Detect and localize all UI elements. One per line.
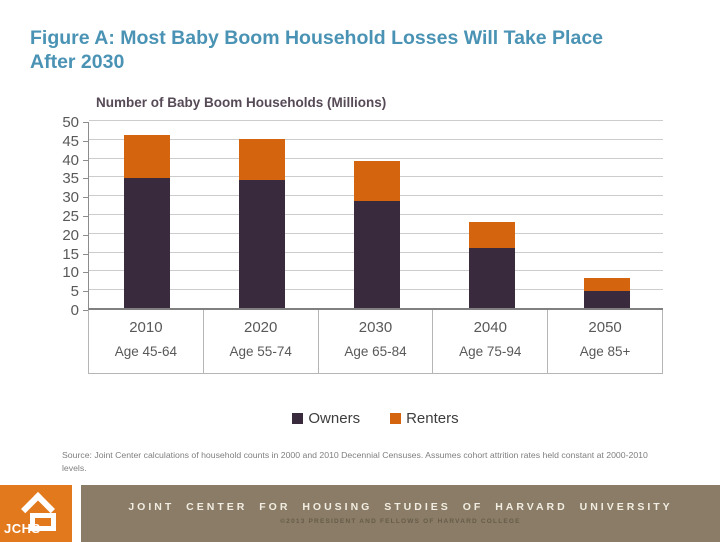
bar-segment-owners-2040 xyxy=(468,247,515,308)
figure-title: Figure A: Most Baby Boom Household Losse… xyxy=(30,27,604,73)
bar-segment-owners-2020 xyxy=(238,180,285,308)
x-age-label: Age 85+ xyxy=(579,344,631,359)
gridline-50 xyxy=(89,120,663,121)
jchs-logo: JCHS xyxy=(0,485,72,542)
y-tick-label-10: 10 xyxy=(62,264,79,282)
y-tick-mark-50 xyxy=(83,122,88,123)
footer: JCHS JOINT CENTER FOR HOUSING STUDIES OF… xyxy=(0,485,720,542)
x-year-label: 2020 xyxy=(244,319,278,336)
legend-label-renters: Renters xyxy=(406,410,459,427)
chart-title: Number of Baby Boom Households (Millions… xyxy=(96,95,387,110)
x-age-label: Age 45-64 xyxy=(114,344,178,359)
footer-copyright: ©2013 PRESIDENT AND FELLOWS OF HARVARD C… xyxy=(280,518,521,525)
bar-segment-owners-2010 xyxy=(123,178,170,308)
x-category-2030: 2030 Age 65-84 xyxy=(319,310,434,373)
y-tick-label-20: 20 xyxy=(62,226,79,244)
legend-item-owners: Owners xyxy=(292,410,360,427)
bar-2030 xyxy=(353,161,400,308)
y-tick-mark-30 xyxy=(83,197,88,199)
legend-swatch-owners xyxy=(292,413,304,424)
plot-area xyxy=(88,120,663,310)
bar-segment-renters-2020 xyxy=(238,138,285,181)
legend-item-renters: Renters xyxy=(390,410,459,427)
y-tick-label-30: 30 xyxy=(62,189,79,207)
y-tick-label-35: 35 xyxy=(62,170,79,188)
y-tick-mark-0 xyxy=(83,310,88,311)
footer-org-name: JOINT CENTER FOR HOUSING STUDIES OF HARV… xyxy=(128,501,673,513)
y-tick-mark-15 xyxy=(83,253,88,255)
bar-segment-renters-2030 xyxy=(353,161,400,201)
y-tick-label-50: 50 xyxy=(62,114,79,131)
jchs-logo-text: JCHS xyxy=(4,521,41,536)
source-note: Source: Joint Center calculations of hou… xyxy=(62,450,648,474)
x-age-label: Age 65-84 xyxy=(344,344,407,359)
bar-segment-owners-2050 xyxy=(583,291,630,308)
y-axis: 0 5 10 15 20 25 30 35 40 45 50 xyxy=(38,115,88,318)
y-tick-mark-40 xyxy=(83,159,88,161)
y-tick-mark-10 xyxy=(83,272,88,274)
y-tick-mark-5 xyxy=(83,291,88,293)
bar-2020 xyxy=(238,138,285,308)
bar-2010 xyxy=(123,135,170,308)
y-tick-label-0: 0 xyxy=(70,302,79,319)
gridline-45 xyxy=(89,138,663,140)
x-category-2020: 2020 Age 55-74 xyxy=(204,310,319,373)
x-year-label: 2030 xyxy=(358,319,393,336)
x-axis-labels: 2010 Age 45-64 2020 Age 55-74 2030 Age 65-84 2… xyxy=(88,310,663,374)
x-age-label: Age 55-74 xyxy=(229,344,292,359)
y-tick-label-40: 40 xyxy=(62,151,79,169)
x-year-label: 2010 xyxy=(129,319,163,336)
house-icon xyxy=(14,487,62,535)
y-tick-label-25: 25 xyxy=(62,208,79,225)
y-tick-mark-35 xyxy=(83,178,88,180)
chart-legend: Owners Renters xyxy=(88,410,663,427)
house-body-shape xyxy=(30,513,56,531)
bar-segment-renters-2010 xyxy=(123,135,170,179)
bar-segment-renters-2050 xyxy=(583,277,630,292)
bar-2050 xyxy=(583,277,630,308)
y-tick-label-5: 5 xyxy=(70,283,79,301)
gridline-40 xyxy=(89,157,663,159)
legend-label-owners: Owners xyxy=(308,410,361,427)
x-category-2040: 2040 Age 75-94 xyxy=(433,310,549,373)
legend-swatch-renters xyxy=(390,413,402,424)
x-category-2050: 2050 Age 85+ xyxy=(548,310,663,373)
bar-2040 xyxy=(468,221,515,308)
y-tick-label-15: 15 xyxy=(62,245,79,263)
bar-segment-owners-2030 xyxy=(353,200,400,308)
y-tick-mark-45 xyxy=(83,140,88,142)
footer-bar: JOINT CENTER FOR HOUSING STUDIES OF HARV… xyxy=(81,485,720,542)
bar-segment-renters-2040 xyxy=(468,221,515,248)
x-age-label: Age 75-94 xyxy=(459,344,522,359)
x-year-label: 2040 xyxy=(473,319,507,336)
x-category-2010: 2010 Age 45-64 xyxy=(89,310,204,373)
y-tick-mark-25 xyxy=(83,216,88,217)
x-year-label: 2050 xyxy=(588,319,622,336)
y-tick-label-45: 45 xyxy=(62,132,79,150)
y-tick-mark-20 xyxy=(83,234,88,236)
